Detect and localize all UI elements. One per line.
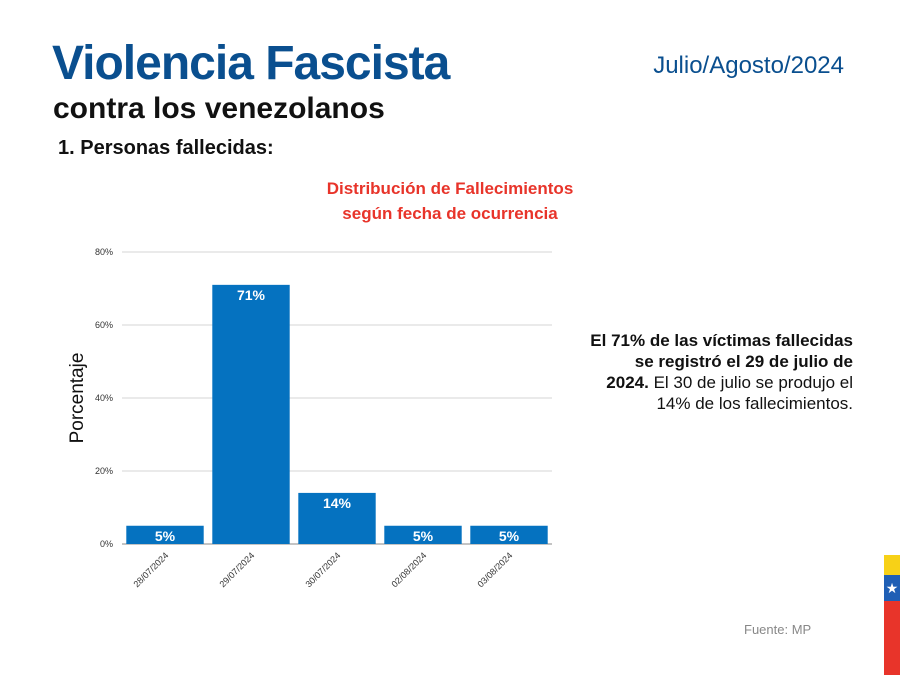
bar [470, 525, 548, 544]
y-tick-label: 80% [95, 247, 113, 257]
summary-note-bold: El 71% de las víctimas fallecidas se reg… [590, 331, 853, 392]
flag-red-stripe [884, 601, 900, 675]
y-tick-label: 60% [95, 320, 113, 330]
x-tick-label: 29/07/2024 [217, 550, 256, 589]
flag-star-icon: ★ [885, 580, 899, 596]
venezuela-flag-icon: ★ [884, 555, 900, 675]
source-label: Fuente: MP [744, 622, 812, 637]
data-label: 5% [499, 528, 520, 544]
chart-title-line-2: según fecha de ocurrencia [342, 204, 558, 223]
summary-note: El 71% de las víctimas fallecidas se reg… [590, 330, 853, 414]
flag-yellow-stripe [884, 555, 900, 575]
y-tick-label: 0% [100, 539, 113, 549]
data-label: 71% [237, 287, 266, 303]
x-tick-label: 30/07/2024 [303, 550, 342, 589]
data-label: 5% [413, 528, 434, 544]
y-tick-label: 20% [95, 466, 113, 476]
data-label: 14% [323, 495, 352, 511]
data-label: 5% [155, 528, 176, 544]
summary-note-text: El 30 de julio se produjo el 14% de los … [653, 373, 853, 413]
x-tick-label: 02/08/2024 [389, 550, 428, 589]
bar [384, 525, 462, 544]
date-range: Julio/Agosto/2024 [653, 52, 844, 79]
bar [126, 525, 204, 544]
x-tick-label: 03/08/2024 [475, 550, 514, 589]
flag-blue-stripe: ★ [884, 575, 900, 601]
y-axis-label: Porcentaje [67, 353, 88, 444]
page-subtitle: contra los venezolanos [53, 92, 385, 125]
x-tick-label: 28/07/2024 [131, 550, 170, 589]
chart-title-line-1: Distribución de Fallecimientos [326, 179, 574, 198]
bar [298, 492, 376, 544]
bar [212, 284, 290, 544]
chart-title: Distribución de Fallecimientos según fec… [250, 176, 650, 226]
page-title: Violencia Fascista [52, 37, 450, 90]
section-heading: 1. Personas fallecidas: [58, 137, 274, 159]
y-tick-label: 40% [95, 393, 113, 403]
